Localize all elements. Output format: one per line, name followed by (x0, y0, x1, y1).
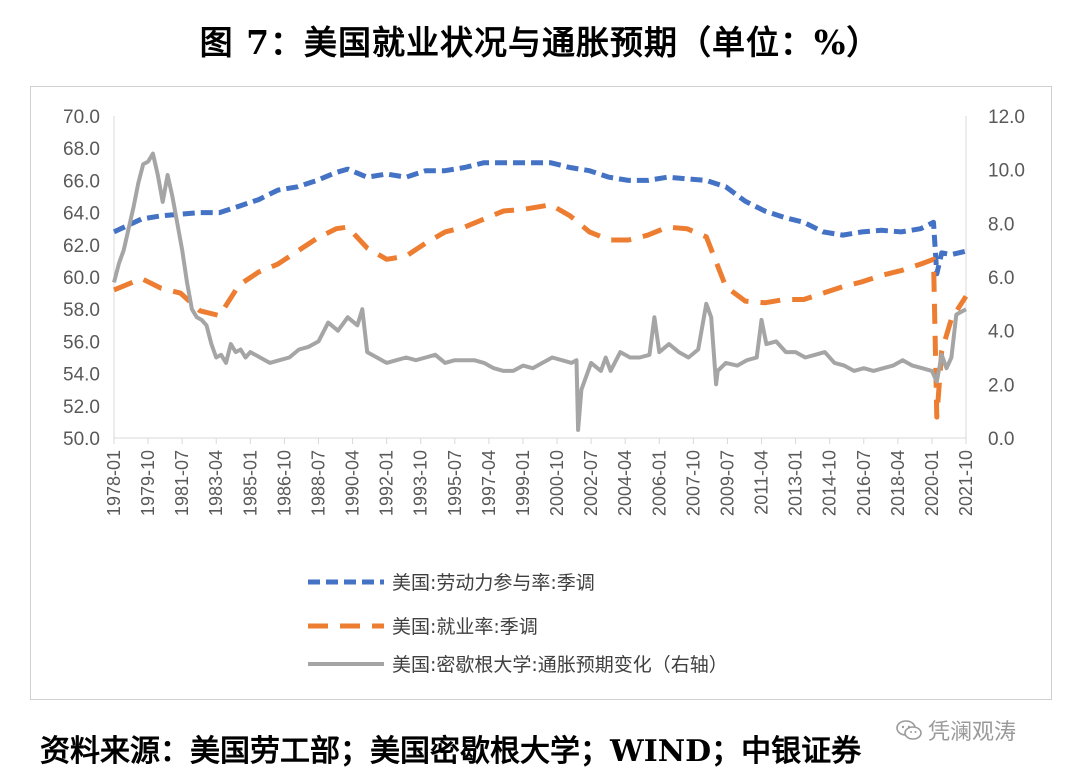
y-tick-label-left: 58.0 (63, 300, 100, 321)
watermark: 凭澜观涛 (896, 714, 1016, 746)
y-tick-label-right: 6.0 (988, 268, 1014, 289)
x-tick-label: 1983-04 (206, 450, 226, 516)
x-tick-label: 2000-10 (547, 450, 567, 516)
x-tick-label: 2004-04 (615, 450, 635, 516)
employment-rate-line (113, 202, 969, 420)
y-tick-label-right: 10.0 (988, 161, 1025, 182)
x-tick-label: 2006-01 (649, 450, 669, 516)
x-tick-label: 2020-01 (922, 450, 942, 516)
watermark-text: 凭澜观涛 (928, 720, 1017, 745)
y-tick-label-left: 56.0 (63, 332, 100, 353)
x-tick-label: 2018-04 (888, 450, 908, 516)
x-tick-label: 1981-07 (172, 450, 192, 516)
legend-label: 美国:密歇根大学:通胀预期变化（右轴） (392, 654, 728, 676)
y-tick-label-right: 0.0 (988, 429, 1014, 450)
x-tick-label: 1995-07 (445, 450, 465, 516)
x-tick-label: 1978-01 (104, 450, 124, 516)
x-tick-label: 1992-01 (377, 450, 397, 516)
y-tick-label-right: 4.0 (988, 322, 1014, 343)
x-tick-label: 2009-07 (717, 450, 737, 516)
y-tick-label-left: 52.0 (63, 397, 100, 418)
x-tick-label: 1990-04 (343, 450, 363, 516)
x-tick-label: 1988-07 (308, 450, 328, 516)
x-tick-label: 1997-04 (479, 450, 499, 516)
y-tick-label-left: 64.0 (63, 204, 100, 225)
y-tick-label-left: 54.0 (63, 365, 100, 386)
x-tick-label: 2007-10 (683, 450, 703, 516)
y-tick-label-right: 12.0 (988, 107, 1025, 128)
x-tick-label: 1985-01 (240, 450, 260, 516)
x-tick-label: 1999-01 (513, 450, 533, 516)
y-tick-label-left: 68.0 (63, 139, 100, 160)
x-tick-label: 1979-10 (138, 450, 158, 516)
legend-label: 美国:劳动力参与率:季调 (392, 572, 595, 594)
source-note: 资料来源：美国劳工部；美国密歇根大学；WIND；中银证券 (40, 734, 862, 769)
y-tick-label-left: 60.0 (63, 268, 100, 289)
x-tick-label: 1993-10 (411, 450, 431, 516)
labor-participation-rate-line (112, 160, 967, 277)
wechat-icon (896, 720, 922, 740)
legend-label: 美国:就业率:季调 (392, 616, 538, 638)
y-tick-label-right: 2.0 (988, 375, 1014, 396)
y-tick-label-left: 50.0 (63, 429, 100, 450)
x-tick-label: 2014-10 (820, 450, 840, 516)
y-tick-label-left: 62.0 (63, 236, 100, 257)
y-tick-label-left: 70.0 (63, 107, 100, 128)
inflation-expectation-line (112, 151, 967, 432)
x-tick-label: 2013-01 (786, 450, 806, 516)
x-tick-label: 2011-04 (752, 450, 772, 515)
x-tick-label: 2002-07 (581, 450, 601, 516)
y-tick-label-left: 66.0 (63, 171, 100, 192)
x-tick-label: 1986-10 (274, 450, 294, 516)
page-title: 图 7：美国就业状况与通胀预期（单位：%） (199, 23, 881, 62)
x-tick-label: 2021-10 (956, 450, 976, 516)
x-tick-label: 2016-07 (854, 450, 874, 516)
y-tick-label-right: 8.0 (988, 214, 1014, 235)
chart-frame (30, 86, 1052, 700)
